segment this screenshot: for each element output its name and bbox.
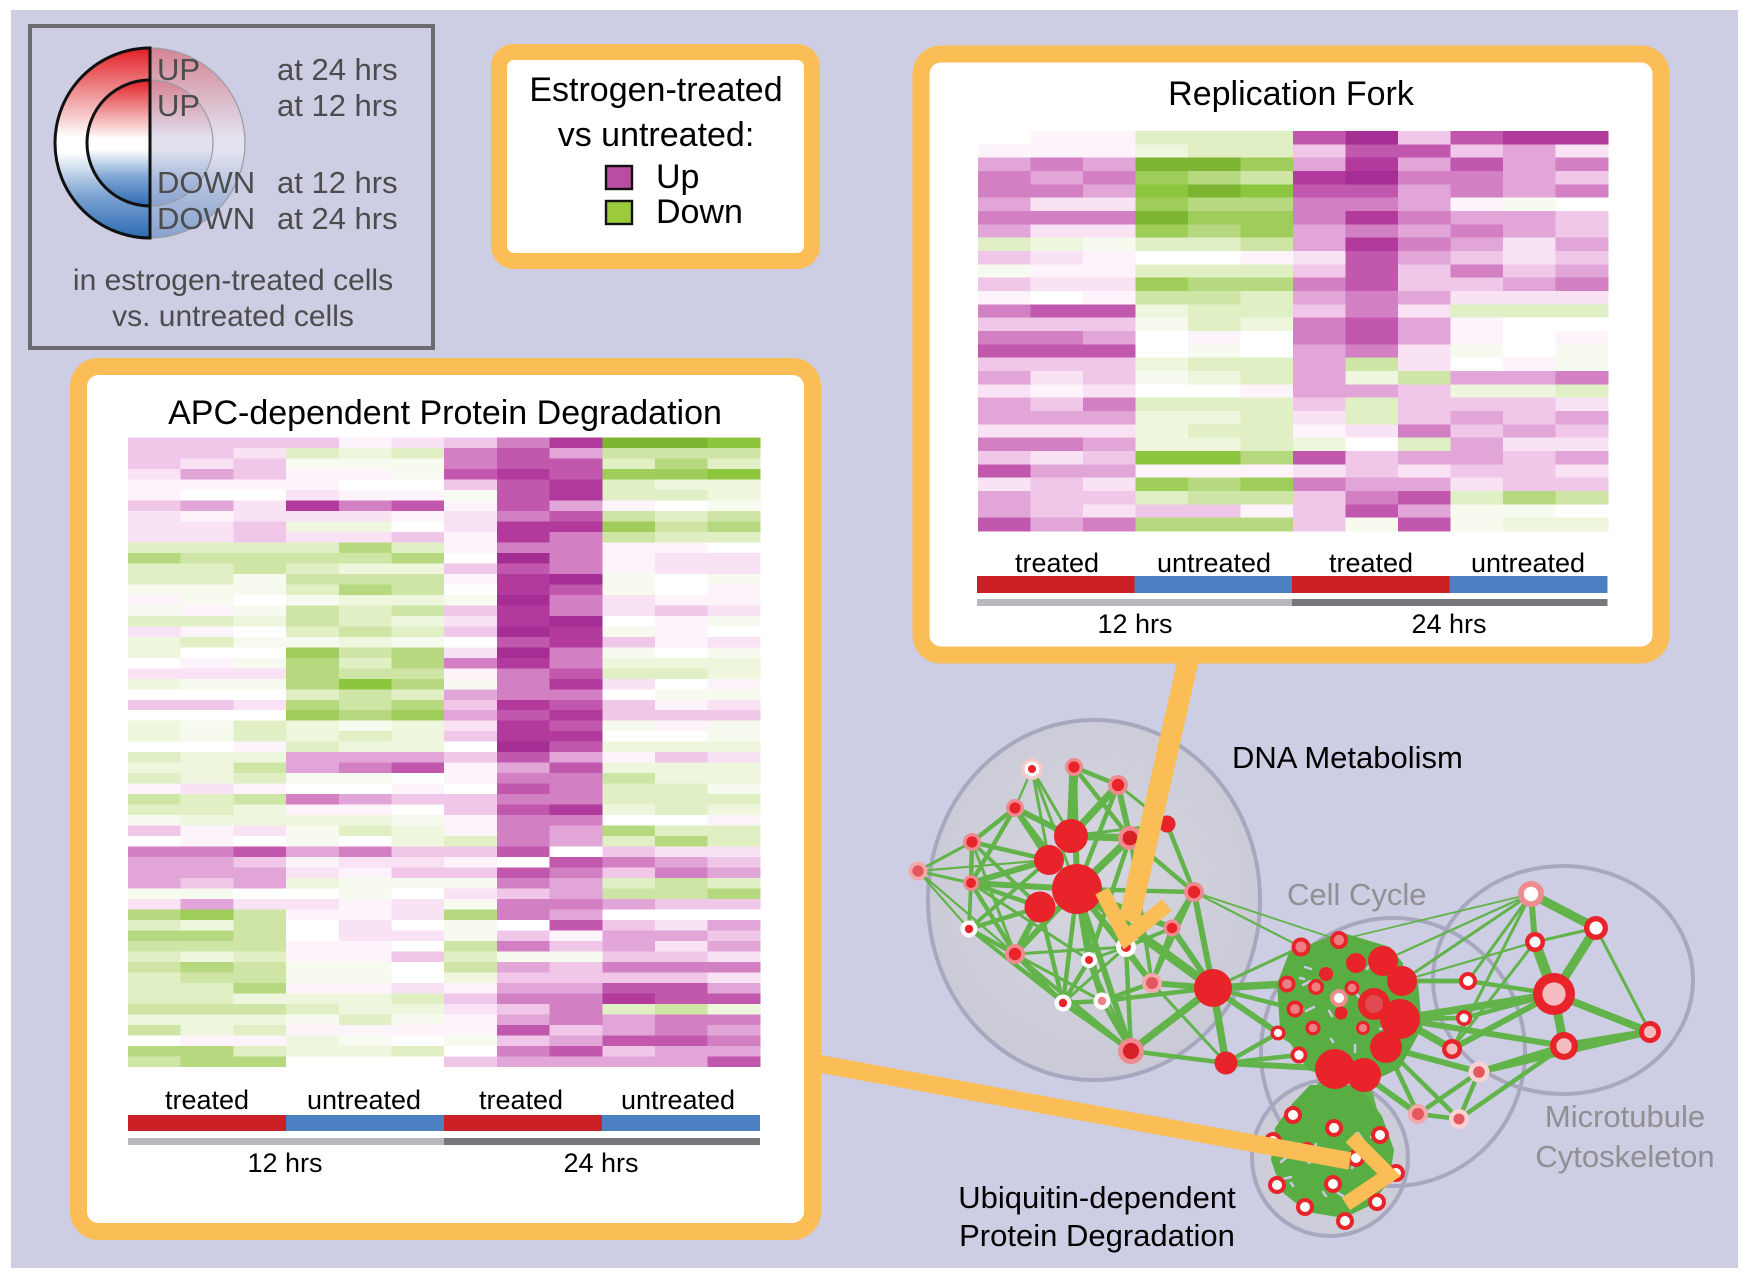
svg-text:treated: treated: [1015, 548, 1099, 578]
svg-text:Microtubule: Microtubule: [1545, 1099, 1705, 1134]
svg-text:Down: Down: [656, 193, 743, 231]
svg-text:untreated: untreated: [621, 1085, 735, 1115]
svg-text:untreated: untreated: [307, 1085, 421, 1115]
svg-text:vs untreated:: vs untreated:: [558, 116, 755, 154]
svg-text:Ubiquitin-dependent: Ubiquitin-dependent: [958, 1180, 1236, 1215]
svg-text:12 hrs: 12 hrs: [1097, 609, 1172, 639]
svg-text:at 24 hrs: at 24 hrs: [277, 52, 398, 87]
svg-text:untreated: untreated: [1157, 548, 1271, 578]
svg-text:at 12 hrs: at 12 hrs: [277, 88, 398, 123]
svg-text:12 hrs: 12 hrs: [247, 1148, 322, 1178]
svg-text:at 24 hrs: at 24 hrs: [277, 201, 398, 236]
svg-text:treated: treated: [1329, 548, 1413, 578]
svg-text:DOWN: DOWN: [157, 165, 255, 200]
svg-text:treated: treated: [479, 1085, 563, 1115]
svg-text:APC-dependent Protein Degradat: APC-dependent Protein Degradation: [168, 394, 722, 432]
svg-text:Cytoskeleton: Cytoskeleton: [1535, 1139, 1714, 1174]
svg-text:Cell Cycle: Cell Cycle: [1287, 877, 1427, 912]
svg-text:untreated: untreated: [1471, 548, 1585, 578]
svg-text:24 hrs: 24 hrs: [1411, 609, 1486, 639]
svg-text:in estrogen-treated cells: in estrogen-treated cells: [73, 264, 393, 297]
svg-text:Replication Fork: Replication Fork: [1168, 75, 1415, 113]
svg-text:Up: Up: [656, 158, 699, 196]
svg-text:Estrogen-treated: Estrogen-treated: [529, 71, 782, 109]
svg-text:treated: treated: [165, 1085, 249, 1115]
svg-text:UP: UP: [157, 88, 200, 123]
svg-text:24 hrs: 24 hrs: [563, 1148, 638, 1178]
svg-text:vs. untreated cells: vs. untreated cells: [112, 300, 354, 333]
svg-text:DNA Metabolism: DNA Metabolism: [1232, 740, 1463, 775]
svg-text:UP: UP: [157, 52, 200, 87]
svg-text:at 12 hrs: at 12 hrs: [277, 165, 398, 200]
svg-text:DOWN: DOWN: [157, 201, 255, 236]
svg-text:Protein Degradation: Protein Degradation: [959, 1218, 1235, 1253]
